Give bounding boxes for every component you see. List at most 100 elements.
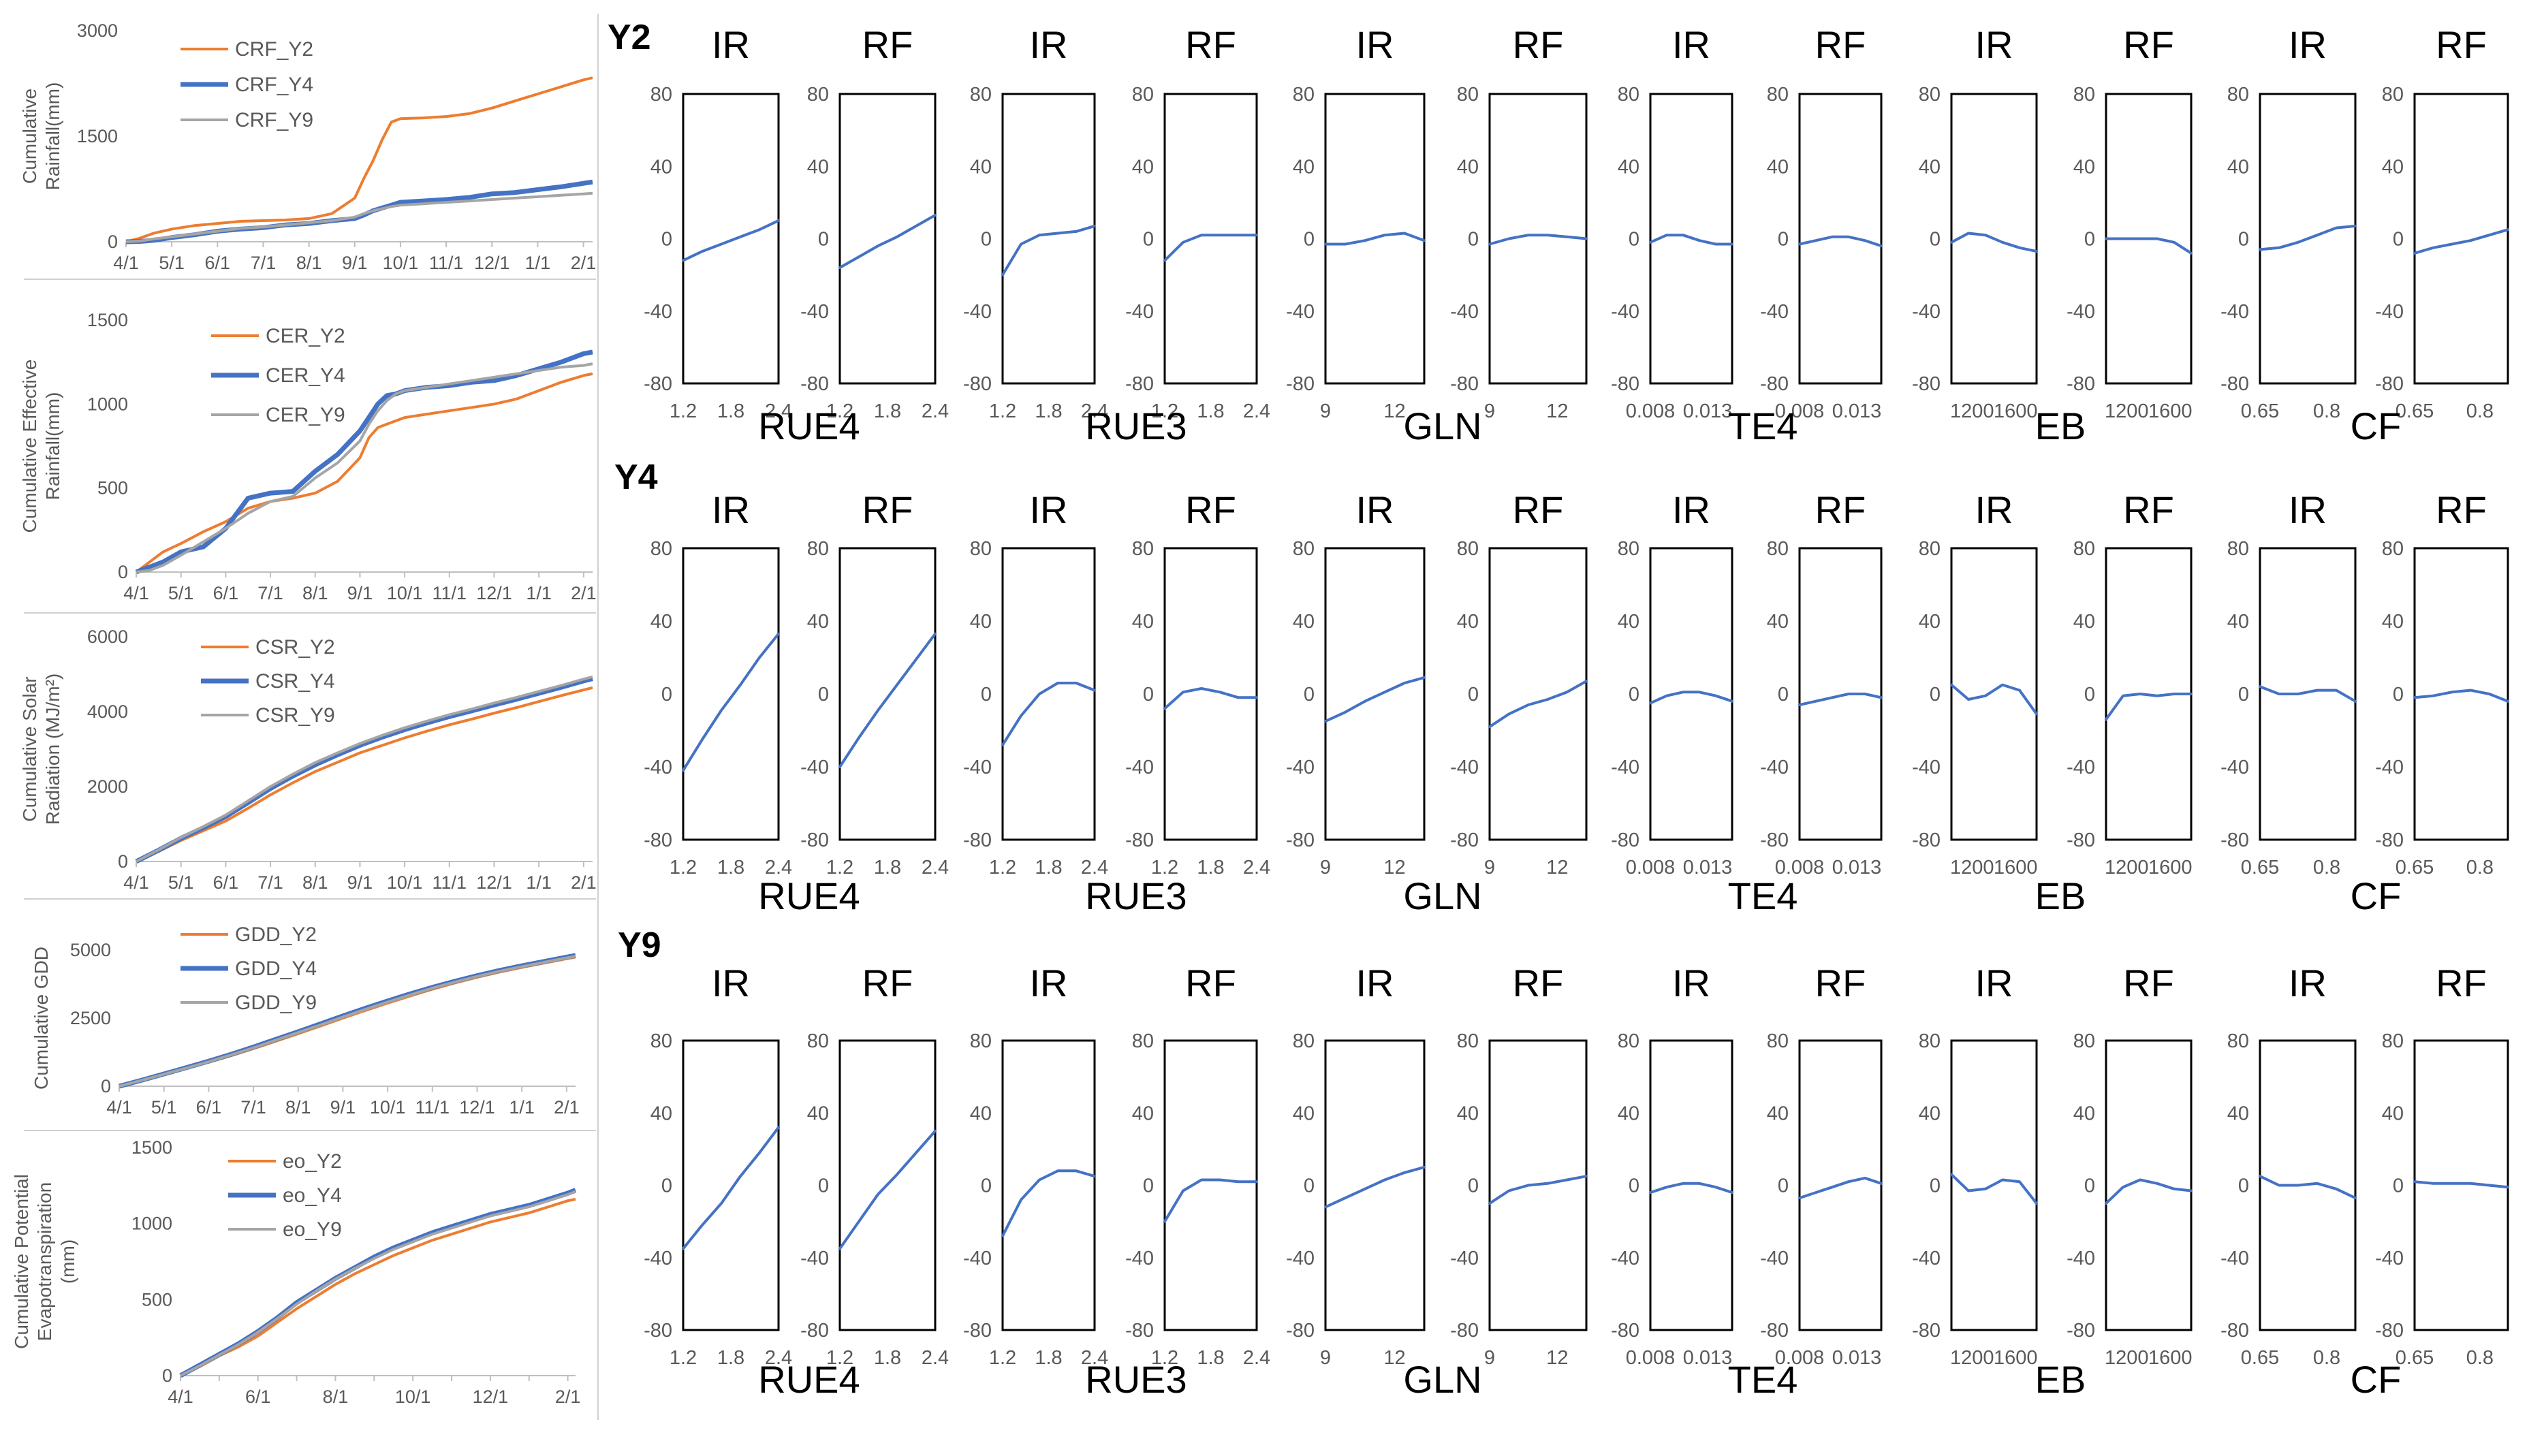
y-tick-label: 40 bbox=[1132, 1103, 1154, 1124]
subplot-CF-IR: IR 80 40 0 -40 -80 0.65 0.8 bbox=[2220, 488, 2357, 879]
y-tick-label: 80 bbox=[970, 84, 992, 106]
y-tick-label: 0 bbox=[818, 684, 829, 706]
response-curve bbox=[1950, 1173, 2038, 1205]
x-tick-label: 1.8 bbox=[874, 400, 901, 422]
x-tick-label: 0.013 bbox=[1832, 1347, 1882, 1369]
response-curve bbox=[1001, 1169, 1096, 1237]
parameter-label: RUE4 bbox=[758, 1358, 860, 1401]
legend-label: CER_Y4 bbox=[266, 364, 345, 387]
y-tick-label: -80 bbox=[1125, 373, 1154, 395]
plot-frame bbox=[2259, 1039, 2357, 1331]
plot-frame bbox=[2259, 93, 2357, 385]
series-line-CRF_Y2 bbox=[125, 76, 593, 243]
response-curve bbox=[1488, 1175, 1588, 1205]
response-curve bbox=[1324, 1165, 1426, 1209]
subplot-title: RF bbox=[862, 488, 913, 531]
response-curve bbox=[2259, 685, 2357, 703]
x-tick-label: 10/1 bbox=[383, 253, 419, 273]
y-tick-label: 2500 bbox=[70, 1008, 111, 1028]
y-tick-label: -40 bbox=[963, 757, 992, 778]
plot-frame bbox=[1488, 547, 1588, 841]
x-tick-label: 9 bbox=[1320, 400, 1331, 422]
response-curve bbox=[838, 632, 937, 768]
y-tick-label: 6000 bbox=[87, 627, 128, 647]
y-axis-label: (mm) bbox=[57, 1239, 78, 1284]
series-line-eo_Y9 bbox=[180, 1190, 576, 1377]
y-tick-label: 40 bbox=[1767, 156, 1789, 178]
y-tick-label: 80 bbox=[807, 1030, 829, 1052]
x-tick-label: 2.4 bbox=[922, 400, 949, 422]
x-tick-label: 12 bbox=[1546, 1347, 1568, 1369]
y-tick-label: 80 bbox=[807, 84, 829, 106]
y-tick-label: 0 bbox=[981, 1175, 992, 1197]
y-axis-label: Cumulative GDD bbox=[31, 947, 52, 1090]
y-tick-label: 80 bbox=[1767, 538, 1789, 560]
y-tick-label: 80 bbox=[1457, 84, 1479, 106]
subplot-title: IR bbox=[1975, 488, 2013, 531]
series-line-CSR_Y2 bbox=[136, 686, 593, 863]
subplot-CF-RF: RF 80 40 0 -40 -80 0.65 0.8 bbox=[2375, 488, 2509, 879]
row-label: Y4 bbox=[614, 458, 658, 497]
y-tick-label: 80 bbox=[2382, 84, 2404, 106]
legend-label: eo_Y9 bbox=[283, 1218, 342, 1241]
x-tick-label: 1.8 bbox=[1035, 1347, 1062, 1369]
x-tick-label: 1200 bbox=[1950, 400, 1994, 422]
y-tick-label: 40 bbox=[2227, 156, 2249, 178]
x-tick-label: 0.013 bbox=[1832, 857, 1882, 879]
x-tick-label: 8/1 bbox=[302, 872, 328, 893]
x-tick-label: 0.008 bbox=[1626, 1347, 1676, 1369]
y-tick-label: -40 bbox=[1611, 301, 1639, 323]
series-line-eo_Y2 bbox=[180, 1197, 576, 1377]
y-tick-label: -80 bbox=[644, 373, 672, 395]
subplot-title: RF bbox=[1513, 488, 1564, 531]
x-tick-label: 2.4 bbox=[1243, 1347, 1270, 1369]
x-tick-label: 7/1 bbox=[257, 583, 283, 603]
parameter-label: CF bbox=[2351, 874, 2402, 917]
subplot-title: RF bbox=[1513, 962, 1564, 1004]
y-tick-label: -40 bbox=[1912, 757, 1941, 778]
y-tick-label: 0 bbox=[661, 684, 672, 706]
x-tick-label: 9/1 bbox=[347, 583, 373, 603]
y-tick-label: 80 bbox=[1293, 84, 1315, 106]
x-tick-label: 0.013 bbox=[1832, 400, 1882, 422]
x-tick-label: 0.8 bbox=[2313, 1347, 2340, 1369]
y-tick-label: -40 bbox=[2067, 757, 2095, 778]
x-tick-label: 1.8 bbox=[1197, 1347, 1224, 1369]
y-tick-label: 40 bbox=[1293, 1103, 1315, 1124]
x-tick-label: 2.4 bbox=[765, 1347, 792, 1369]
x-tick-label: 1600 bbox=[2148, 857, 2193, 879]
response-curve bbox=[1950, 683, 2038, 716]
subplot-RUE3-RF: RF 80 40 0 -40 -80 1.2 1.8 2.4 bbox=[1125, 962, 1270, 1369]
y-tick-label: 0 bbox=[108, 232, 118, 252]
y-tick-label: -40 bbox=[1912, 1248, 1941, 1269]
y-tick-label: 1500 bbox=[77, 126, 118, 146]
y-tick-label: 40 bbox=[1767, 611, 1789, 633]
plot-frame bbox=[838, 1039, 937, 1331]
weather-chart-2: 4/1 5/1 6/1 7/1 8/1 9/1 10/1 11/1 12/1 1/1 2/1 0 500… bbox=[19, 310, 597, 603]
x-tick-label: 12/1 bbox=[459, 1097, 495, 1118]
legend-label: GDD_Y9 bbox=[235, 992, 317, 1014]
x-tick-label: 6/1 bbox=[213, 872, 239, 893]
x-tick-label: 9 bbox=[1484, 857, 1495, 879]
subplot-title: RF bbox=[2436, 488, 2487, 531]
y-tick-label: -40 bbox=[1286, 1248, 1315, 1269]
subplot-CF-IR: IR 80 40 0 -40 -80 0.65 0.8 bbox=[2220, 23, 2357, 422]
x-tick-label: 4/1 bbox=[106, 1097, 132, 1118]
plot-frame bbox=[1163, 547, 1258, 841]
y-tick-label: 500 bbox=[142, 1289, 172, 1310]
subplot-GLN-IR: IR 80 40 0 -40 -809 12 bbox=[1286, 488, 1426, 879]
y-tick-label: -80 bbox=[963, 829, 992, 851]
y-tick-label: -80 bbox=[1912, 1320, 1941, 1342]
x-tick-label: 0.8 bbox=[2466, 1347, 2494, 1369]
parameter-label: GLN bbox=[1403, 405, 1481, 447]
response-curve bbox=[1163, 1178, 1258, 1223]
y-tick-label: -40 bbox=[1760, 757, 1789, 778]
x-tick-label: 0.008 bbox=[1775, 1347, 1825, 1369]
weather-chart-1: 4/1 5/1 6/1 7/1 8/1 9/1 10/1 11/1 12/1 1/1 2/1 0 150… bbox=[19, 20, 596, 273]
x-tick-label: 1/1 bbox=[525, 253, 551, 273]
y-tick-label: -40 bbox=[1286, 301, 1315, 323]
y-tick-label: 80 bbox=[970, 1030, 992, 1052]
x-tick-label: 1.2 bbox=[670, 1347, 697, 1369]
